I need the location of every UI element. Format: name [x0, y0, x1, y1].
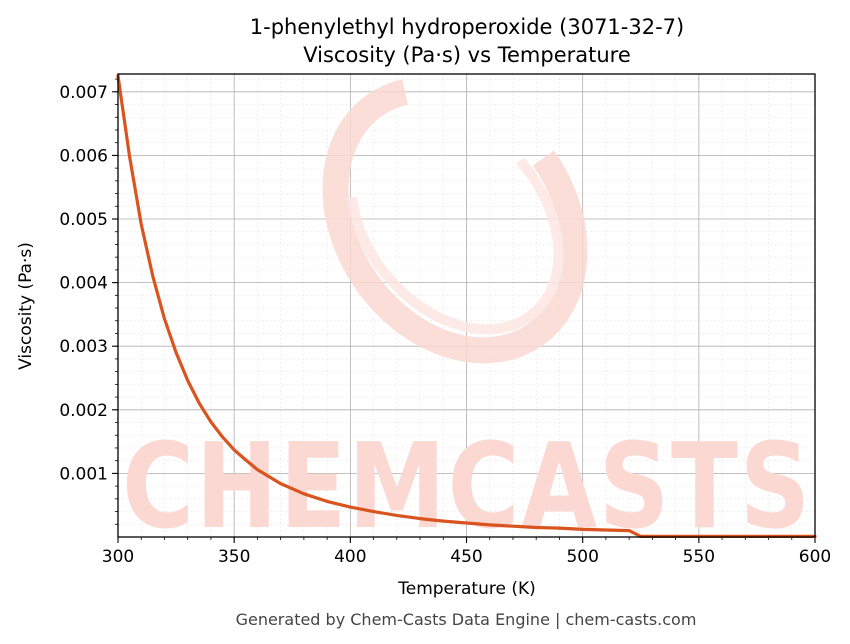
x-tick-label: 550 — [683, 547, 715, 567]
plot-frame — [117, 73, 816, 538]
x-tick-label: 500 — [566, 547, 598, 567]
y-tick-label: 0.003 — [59, 337, 108, 357]
y-tick-label: 0.006 — [59, 146, 108, 166]
chart-title: 1-phenylethyl hydroperoxide (3071-32-7) — [250, 15, 684, 39]
x-tick-labels: 300 350 400 450 500 550 600 — [102, 547, 831, 567]
y-tick-label: 0.002 — [59, 401, 108, 421]
x-tick-label: 600 — [799, 547, 831, 567]
watermark-logo-icon — [322, 76, 588, 364]
footer-credit: Generated by Chem-Casts Data Engine | ch… — [236, 610, 697, 629]
y-tick-label: 0.004 — [59, 274, 108, 294]
y-tick-label: 0.005 — [59, 210, 108, 230]
x-tick-label: 450 — [450, 547, 482, 567]
x-tick-label: 400 — [334, 547, 366, 567]
x-tick-label: 350 — [218, 547, 250, 567]
chart-subtitle: Viscosity (Pa·s) vs Temperature — [303, 43, 631, 67]
y-axis-label: Viscosity (Pa·s) — [16, 242, 36, 370]
y-tick-labels: 0.001 0.002 0.003 0.004 0.005 0.006 0.007 — [59, 83, 108, 485]
x-axis-label: Temperature (K) — [397, 579, 536, 599]
watermark-text: CHEMCASTS — [122, 417, 812, 555]
y-tick-label: 0.007 — [59, 83, 108, 103]
watermark: CHEMCASTS — [122, 76, 812, 555]
x-tick-label: 300 — [102, 547, 134, 567]
y-tick-label: 0.001 — [59, 464, 108, 484]
